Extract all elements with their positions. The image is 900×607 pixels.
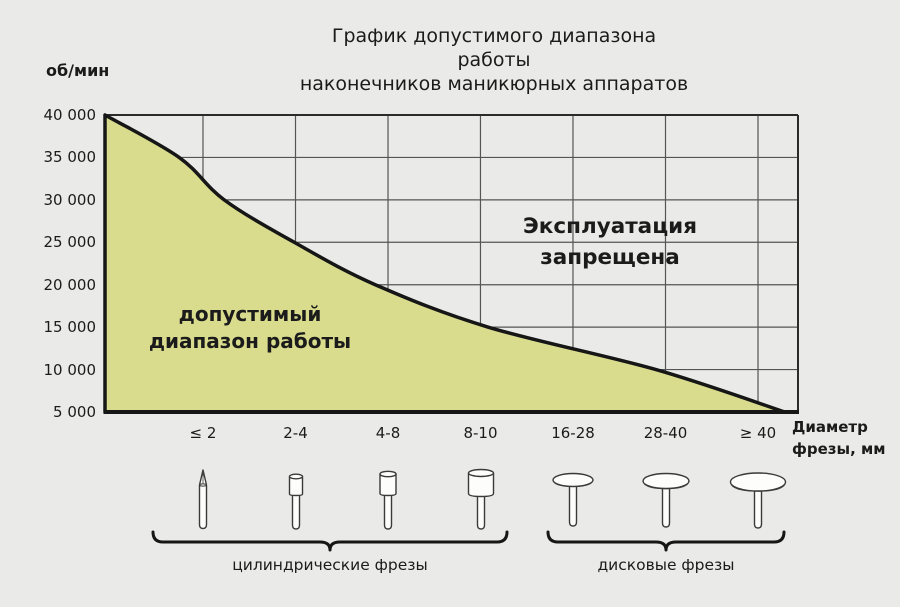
cylinder-cutter-large-icon — [451, 468, 511, 534]
allowed-region-label: допустимый диапазон работы — [100, 301, 400, 355]
cylinder-cutter-medium-icon — [358, 468, 418, 534]
y-tick-label: 35 000 — [43, 148, 97, 167]
x-tick-label: ≤ 2 — [189, 424, 217, 442]
page-title-line1: График допустимого диапазона работы — [331, 25, 657, 71]
cylinder-cutter-small-icon — [266, 468, 326, 534]
group-braces — [151, 530, 786, 552]
y-tick-label: 10 000 — [43, 360, 97, 379]
needle-cutter-icon — [173, 468, 233, 534]
x-axis-title-line1: Диаметр — [792, 418, 868, 436]
disc-group-brace — [546, 530, 786, 552]
x-tick-label: 28-40 — [643, 424, 688, 442]
x-tick-label: 16-28 — [551, 424, 595, 442]
disc-cutter-small-icon — [543, 468, 603, 534]
forbidden-region-line2: запрещена — [540, 245, 680, 270]
cylindrical-group-label: цилиндрические фрезы — [232, 556, 428, 574]
forbidden-region-label: Эксплуатация запрещена — [460, 211, 760, 273]
x-tick-label: 4-8 — [375, 424, 401, 442]
page-title-line2: наконечников маникюрных аппаратов — [299, 73, 689, 95]
y-tick-label: 5 000 — [53, 403, 96, 421]
disc-group-label: дисковые фрезы — [597, 556, 735, 574]
x-tick-label: 8-10 — [463, 424, 498, 442]
x-axis-title: Диаметр фрезы, мм — [792, 416, 886, 460]
plot-area — [103, 113, 799, 414]
y-tick-label: 20 000 — [43, 275, 97, 294]
disc-cutter-medium-icon — [636, 468, 696, 534]
y-tick-label: 40 000 — [43, 106, 97, 124]
forbidden-region-line1: Эксплуатация — [522, 214, 697, 239]
page-title: График допустимого диапазона работы нако… — [294, 24, 694, 96]
cylindrical-group-brace — [151, 530, 509, 552]
x-tick-label: ≥ 40 — [739, 424, 777, 442]
y-tick-label: 25 000 — [43, 233, 97, 252]
x-axis-title-line2: фрезы, мм — [792, 440, 886, 458]
y-tick-label: 30 000 — [43, 190, 97, 209]
allowed-region-line1: допустимый — [178, 302, 322, 326]
allowed-region-line2: диапазон работы — [148, 329, 352, 353]
y-tick-label: 15 000 — [43, 318, 97, 337]
disc-cutter-large-icon — [728, 468, 788, 534]
y-axis-title: об/мин — [46, 61, 110, 80]
x-tick-label: 2-4 — [283, 424, 308, 442]
